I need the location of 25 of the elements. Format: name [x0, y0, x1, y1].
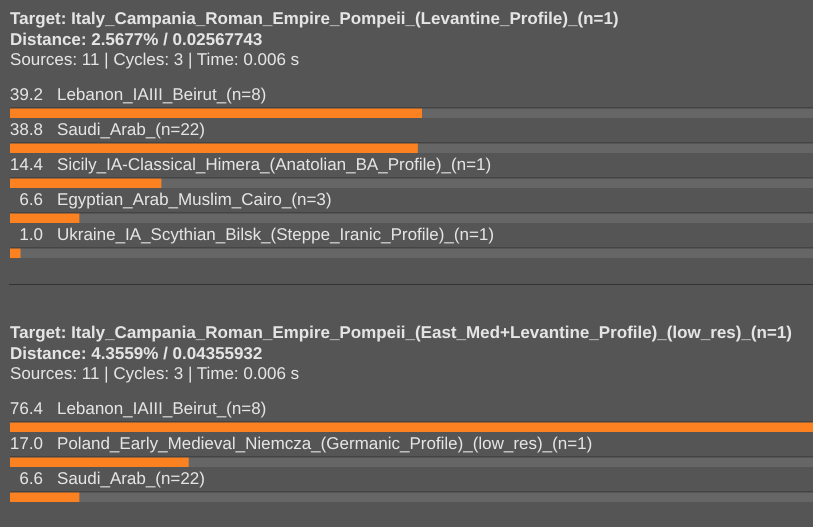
y-tick-label: Ukraine_IA_Scythian_Bilsk_(Steppe_Iranic_Profile)_(n=1) — [57, 225, 494, 244]
chart-title: Target: Italy_Campania_Roman_Empire_Pompeii_(Levantine_Profile)_(n=1) — [10, 9, 619, 28]
data-label: 1.0 — [19, 225, 43, 244]
data-label: 39.2 — [10, 85, 43, 104]
y-tick-label: Egyptian_Arab_Muslim_Cairo_(n=3) — [57, 190, 332, 209]
bar — [10, 248, 21, 258]
bar — [10, 214, 80, 223]
y-tick-label: Sicily_IA-Classical_Himera_(Anatolian_BA_Profile)_(n=1) — [57, 155, 492, 174]
data-label: 6.6 — [19, 469, 43, 488]
chart-title: Target: Italy_Campania_Roman_Empire_Pompeii_(East_Med+Levantine_Profile)_(low_res)_(n=1) — [10, 323, 792, 342]
data-label: 6.6 — [19, 190, 43, 209]
y-tick-label: Lebanon_IAIII_Beirut_(n=8) — [57, 399, 266, 418]
source-note: Sources: 11 | Cycles: 3 | Time: 0.006 s — [10, 50, 300, 69]
data-label: 38.8 — [10, 120, 43, 139]
source-note: Sources: 11 | Cycles: 3 | Time: 0.006 s — [10, 364, 300, 383]
chart-subtitle: Distance: 4.3559% / 0.04355932 — [10, 344, 262, 363]
data-label: 17.0 — [10, 434, 43, 453]
y-tick-label: Saudi_Arab_(n=22) — [57, 469, 205, 488]
data-label: 14.4 — [10, 155, 43, 174]
y-tick-label: Poland_Early_Medieval_Niemcza_(Germanic_Profile)_(low_res)_(n=1) — [57, 434, 592, 453]
y-tick-label: Saudi_Arab_(n=22) — [57, 120, 205, 139]
bar — [10, 178, 162, 188]
y-tick-label: Lebanon_IAIII_Beirut_(n=8) — [57, 85, 266, 104]
chart-subtitle: Distance: 2.5677% / 0.02567743 — [10, 30, 262, 49]
data-label: 76.4 — [10, 399, 43, 418]
